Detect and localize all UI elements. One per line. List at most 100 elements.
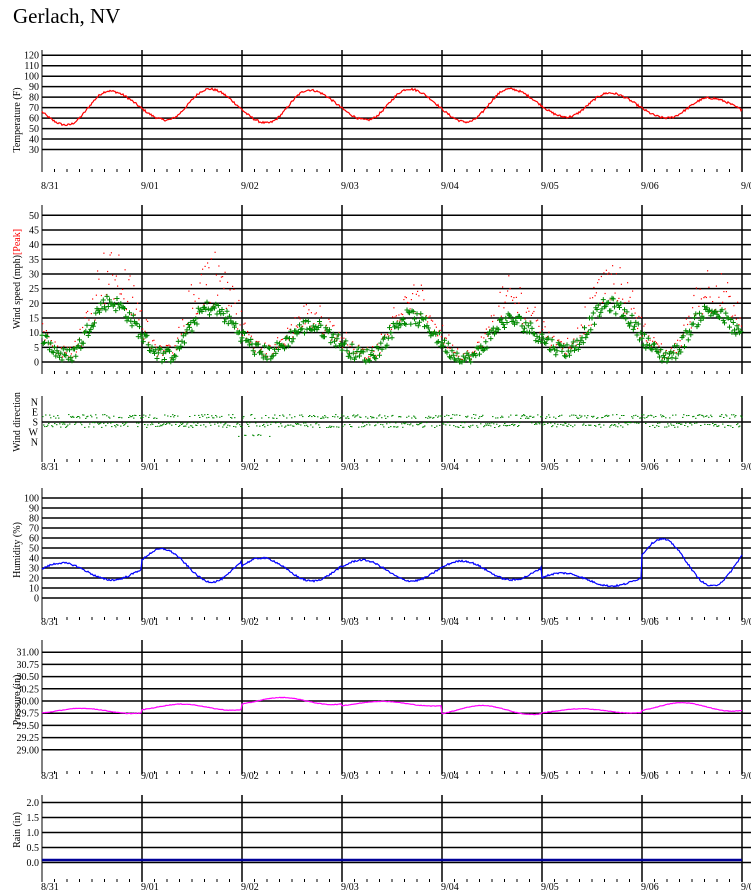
wind-direction-point bbox=[620, 425, 622, 427]
wind-peak-point bbox=[305, 304, 307, 306]
wind-speed-point bbox=[113, 308, 119, 314]
wind-speed-point bbox=[177, 346, 182, 352]
wind-peak-point bbox=[377, 343, 379, 345]
wind-speed-point bbox=[270, 353, 276, 359]
wind-direction-point bbox=[661, 416, 663, 418]
wind-peak-point bbox=[403, 299, 405, 301]
wind-direction-point bbox=[716, 425, 718, 427]
wind-direction-point bbox=[674, 426, 676, 428]
wind-direction-point bbox=[739, 425, 741, 427]
wind-direction-point bbox=[167, 415, 169, 417]
wind-peak-point bbox=[363, 348, 365, 351]
wind-direction-point bbox=[429, 417, 431, 419]
wind-direction-point bbox=[643, 414, 645, 416]
wind-speed-point bbox=[622, 307, 627, 313]
wind-speed-point bbox=[394, 320, 400, 326]
wind-direction-point bbox=[698, 414, 700, 416]
wind-direction-point bbox=[50, 417, 52, 419]
wind-direction-point bbox=[295, 423, 297, 425]
wind-direction-point bbox=[576, 416, 578, 418]
wind-direction-point bbox=[329, 425, 331, 427]
wind-peak-point bbox=[590, 324, 592, 326]
wind-direction-point bbox=[189, 416, 191, 417]
wind-peak-point bbox=[478, 341, 480, 343]
wind-speed-point bbox=[418, 311, 424, 317]
x-tick-label: 9/01 bbox=[141, 462, 159, 473]
wind-peak-point bbox=[243, 323, 245, 325]
wind-direction-point bbox=[433, 417, 435, 419]
wind-peak-point bbox=[418, 295, 420, 297]
wind-direction-point bbox=[309, 415, 311, 416]
wind-direction-point bbox=[180, 422, 182, 424]
x-tick-label: 9/07 bbox=[741, 771, 751, 782]
wind-direction-point bbox=[307, 426, 309, 428]
wind-direction-point bbox=[388, 426, 390, 428]
wind-speed-point bbox=[224, 308, 230, 314]
wind-direction-point bbox=[47, 424, 49, 426]
wind-direction-point bbox=[717, 426, 719, 427]
wind-peak-point bbox=[187, 323, 189, 325]
wind-direction-point bbox=[420, 423, 422, 424]
wind-direction-point bbox=[652, 424, 654, 426]
wind-speed-point bbox=[553, 352, 559, 358]
wind-direction-point bbox=[442, 422, 444, 424]
wind-peak-point bbox=[677, 339, 679, 341]
wind-direction-point bbox=[385, 417, 387, 419]
wind-direction-point bbox=[194, 414, 196, 416]
wind-direction-point bbox=[94, 422, 96, 424]
wind-peak-point bbox=[563, 342, 565, 345]
wind-peak-point bbox=[617, 300, 619, 302]
wind-direction-point bbox=[476, 425, 478, 427]
wind-speed-point bbox=[473, 353, 479, 359]
wind-direction-point bbox=[431, 425, 433, 427]
wind-peak-point bbox=[432, 320, 434, 322]
wind-peak-point bbox=[703, 297, 705, 299]
wind-peak-point bbox=[143, 338, 145, 340]
wind-peak-point bbox=[94, 319, 96, 321]
wind-peak-point bbox=[129, 275, 131, 277]
wind-direction-point bbox=[171, 424, 173, 426]
wind-speed-point bbox=[559, 348, 565, 354]
wind-direction-point bbox=[594, 425, 596, 426]
wind-direction-point bbox=[380, 423, 382, 425]
wind-direction-point bbox=[676, 422, 678, 424]
wind-peak-point bbox=[133, 285, 135, 287]
wind-direction-point bbox=[601, 417, 603, 419]
y-tick-label: 50 bbox=[29, 211, 39, 222]
wind-direction-point bbox=[80, 422, 82, 424]
wind-speed-point bbox=[532, 331, 537, 337]
wind-peak-point bbox=[165, 344, 167, 347]
wind-peak-point bbox=[355, 352, 357, 354]
wind-peak-point bbox=[698, 305, 700, 307]
wind-direction-point bbox=[44, 426, 46, 428]
y-tick-label: 10 bbox=[29, 584, 39, 595]
wind-direction-point bbox=[669, 417, 671, 419]
wind-direction-point bbox=[315, 423, 317, 425]
x-tick-label: 9/02 bbox=[241, 181, 259, 192]
wind-speed-point bbox=[510, 318, 516, 324]
wind-peak-point bbox=[92, 298, 94, 300]
wind-peak-point bbox=[68, 356, 70, 358]
y-tick-label: 5 bbox=[34, 343, 39, 354]
wind-direction-point bbox=[734, 416, 736, 418]
wind-peak-point bbox=[428, 316, 430, 318]
wind-peak-point bbox=[500, 315, 502, 317]
wind-peak-point bbox=[508, 275, 510, 277]
wind-speed-point bbox=[444, 350, 450, 356]
wind-direction-point bbox=[226, 426, 228, 428]
wind-speed-point bbox=[572, 347, 577, 353]
wind-direction-point bbox=[640, 417, 642, 419]
wind-peak-point bbox=[57, 345, 59, 347]
wind-speed-point bbox=[483, 339, 489, 345]
wind-direction-point bbox=[383, 426, 385, 428]
wind-direction-point bbox=[563, 424, 565, 426]
wind-speed-point bbox=[554, 348, 560, 354]
wind-peak-point bbox=[140, 310, 142, 312]
wind-speed-point bbox=[638, 330, 644, 336]
wind-direction-point bbox=[580, 416, 582, 418]
wind-direction-point bbox=[647, 415, 649, 417]
wind-direction-point bbox=[395, 422, 397, 424]
wind-direction-point bbox=[258, 434, 260, 436]
wind-direction-point bbox=[511, 424, 513, 425]
wind-direction-point bbox=[239, 424, 241, 426]
